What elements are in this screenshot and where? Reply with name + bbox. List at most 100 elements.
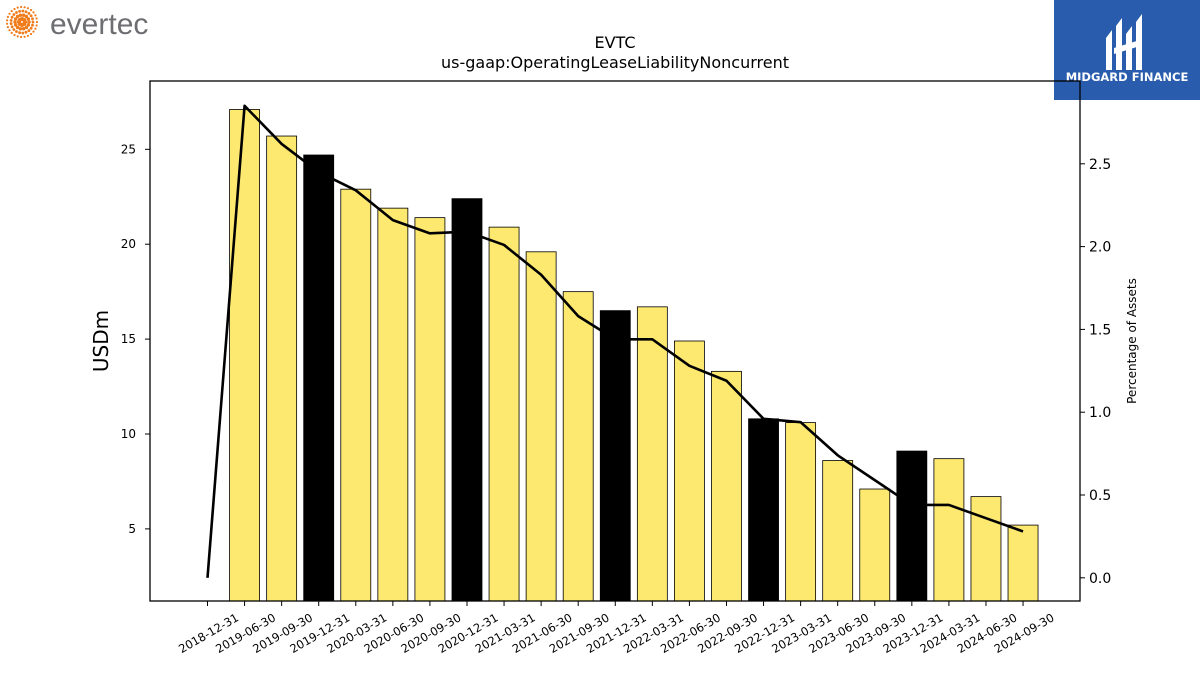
- logo-dot: [8, 12, 11, 15]
- logo-dot: [32, 30, 35, 33]
- logo-dot: [20, 35, 23, 39]
- logo-dot: [24, 30, 28, 34]
- y-tick-label: 20: [121, 237, 136, 251]
- bar-2024-03-31: [933, 458, 965, 602]
- y2-tick-label: 1.5: [1089, 322, 1111, 338]
- logo-dot: [27, 29, 31, 33]
- y2-tick-label: 2.0: [1089, 240, 1111, 256]
- bar-2020-06-30: [377, 207, 409, 602]
- bar-2024-09-30: [1007, 524, 1039, 602]
- bar-2022-12-31: [748, 418, 779, 602]
- logo-dot: [35, 20, 39, 24]
- bar-2021-03-31: [488, 226, 520, 602]
- logo-dot: [8, 29, 11, 32]
- logo-dot: [16, 35, 19, 38]
- chart-subtitle: us-gaap:OperatingLeaseLiabilityNoncurren…: [441, 53, 789, 72]
- logo-dot: [13, 23, 18, 27]
- logo-dot: [29, 32, 33, 36]
- logo-dot: [13, 7, 16, 11]
- logo-dot: [15, 25, 20, 30]
- bar-2020-12-31: [451, 198, 483, 602]
- logo-dot: [15, 30, 18, 33]
- line-series: [206, 104, 1024, 578]
- logo-dot: [10, 10, 13, 13]
- logo-dot: [34, 14, 37, 17]
- y2-tick-label: 0.5: [1089, 488, 1111, 504]
- chart-title: EVTC: [594, 33, 635, 52]
- logo-dot: [23, 35, 26, 38]
- bar-2021-09-30: [562, 291, 594, 602]
- logo-dot: [13, 20, 17, 24]
- logo-dot: [24, 14, 29, 19]
- logo-dot: [26, 34, 29, 37]
- logo-dot: [32, 11, 35, 14]
- bar-2023-03-31: [785, 422, 817, 602]
- logo-dot: [27, 20, 31, 24]
- bar-2020-09-30: [414, 217, 446, 602]
- logo-dot: [31, 17, 34, 21]
- logo-dot: [21, 9, 25, 13]
- logo-dot: [16, 6, 19, 9]
- logo-dot: [6, 22, 9, 25]
- logo-dot: [29, 14, 33, 18]
- y-tick-label: 10: [121, 427, 136, 441]
- midgard-finance-text: MIDGARD FINANCE: [1066, 70, 1189, 84]
- bar-2023-09-30: [859, 488, 891, 602]
- bar-2023-12-31: [896, 450, 928, 602]
- evertec-dots-mark: [6, 5, 39, 39]
- logo-dot: [15, 14, 20, 19]
- logo-dot: [31, 20, 35, 24]
- bar-2022-03-31: [636, 306, 668, 602]
- logo-dot: [26, 7, 29, 10]
- y2-tick-label: 2.5: [1089, 157, 1111, 173]
- y-tick-label: 15: [121, 332, 136, 346]
- bar-2019-09-30: [266, 135, 298, 602]
- logo-dot: [29, 26, 33, 30]
- logo-dot: [6, 26, 9, 29]
- logo-dot: [35, 24, 38, 27]
- logo-dot: [18, 13, 23, 17]
- logo-dot: [9, 18, 13, 22]
- bar-2022-09-30: [711, 370, 742, 602]
- logo-dot: [12, 28, 16, 31]
- bar-2020-03-31: [340, 188, 372, 602]
- y-axis-label: USDm: [89, 310, 113, 372]
- logo-dot: [6, 15, 9, 18]
- bar-2021-12-31: [599, 310, 631, 602]
- logo-dot: [34, 27, 37, 30]
- bar-2022-06-30: [674, 340, 705, 602]
- logo-dot: [24, 25, 29, 30]
- bar-2019-12-31: [303, 154, 335, 602]
- bar-2019-06-30: [229, 109, 260, 602]
- y-tick-label: 25: [121, 142, 136, 156]
- y2-tick-label: 1.0: [1089, 405, 1111, 421]
- bar-2021-06-30: [525, 251, 557, 602]
- midgard-mark-icon: [1106, 14, 1142, 70]
- logo-dot: [15, 11, 18, 14]
- logo-dot: [31, 23, 34, 27]
- logo-dot: [22, 17, 27, 22]
- logo-dot: [13, 17, 18, 21]
- logo-dot: [35, 17, 38, 20]
- bar-2023-06-30: [822, 460, 854, 602]
- logo-dot: [26, 17, 31, 21]
- logo-dot: [10, 31, 13, 34]
- bar-2024-06-30: [970, 496, 1002, 602]
- bar-series: [229, 109, 1039, 602]
- evertec-logo: evertec: [0, 0, 200, 48]
- logo-dot: [27, 11, 31, 15]
- y2-tick-label: 0.0: [1089, 571, 1111, 587]
- y2-axis-label: Percentage of Assets: [1125, 278, 1139, 404]
- midgard-finance-logo: MIDGARD FINANCE: [1054, 0, 1200, 100]
- logo-dot: [10, 25, 14, 29]
- logo-dot: [18, 31, 22, 35]
- logo-dot: [24, 10, 28, 14]
- logo-dot: [20, 5, 23, 9]
- logo-dot: [6, 19, 9, 22]
- logo-dot: [18, 9, 22, 13]
- y-tick-label: 5: [128, 522, 136, 536]
- logo-dot: [21, 13, 26, 17]
- y-axis-ticks: 5 10 15 20 25: [121, 142, 150, 536]
- logo-dot: [21, 27, 26, 31]
